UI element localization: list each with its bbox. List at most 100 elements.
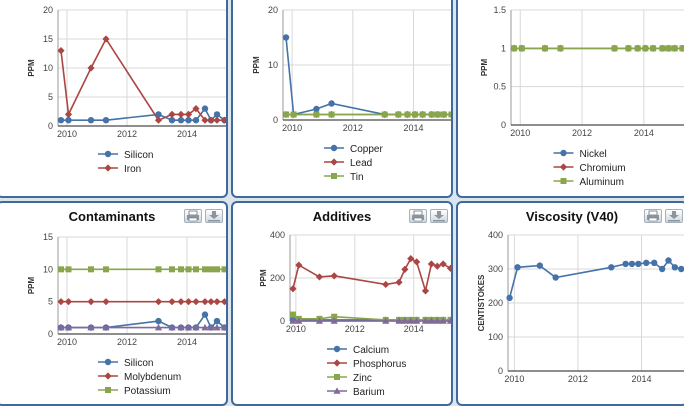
legend-label: Tin bbox=[350, 172, 364, 183]
legend-label: Aluminum bbox=[580, 177, 624, 188]
data-point bbox=[184, 298, 193, 306]
legend-item: Copper bbox=[324, 144, 383, 155]
data-point bbox=[87, 298, 95, 306]
legend-label: Barium bbox=[353, 387, 385, 398]
download-icon bbox=[208, 211, 220, 222]
data-point bbox=[64, 323, 73, 331]
panel-additives: Additives 0 200 400 2010 2012 2014 PPM Calcium P… bbox=[231, 201, 453, 406]
data-point bbox=[401, 317, 409, 324]
legend-marker bbox=[104, 358, 112, 366]
data-point bbox=[201, 105, 209, 112]
data-point bbox=[184, 110, 193, 118]
y-tick-label: 1.5 bbox=[493, 5, 506, 15]
print-button[interactable] bbox=[409, 209, 427, 223]
legend-label: Silicon bbox=[124, 150, 153, 161]
data-point bbox=[220, 116, 226, 124]
legend-marker bbox=[333, 359, 341, 367]
export-button[interactable] bbox=[205, 209, 223, 223]
y-tick-label: 20 bbox=[268, 5, 278, 15]
y-axis-label: PPM bbox=[252, 56, 261, 74]
legend-item: Barium bbox=[327, 387, 385, 398]
legend-marker bbox=[104, 372, 112, 380]
data-point bbox=[102, 298, 110, 306]
data-point bbox=[404, 111, 411, 118]
data-point bbox=[289, 317, 297, 324]
legend-label: Calcium bbox=[353, 345, 389, 356]
data-point bbox=[177, 298, 185, 306]
series-iron bbox=[57, 35, 226, 124]
y-axis-label: PPM bbox=[259, 269, 268, 287]
export-button[interactable] bbox=[430, 209, 448, 223]
panel-viscosity: Viscosity (V40) 0 100 200 300 400 2010 2012 201… bbox=[456, 201, 684, 406]
legend-item: Nickel bbox=[553, 149, 607, 160]
data-point bbox=[154, 298, 163, 306]
data-point bbox=[330, 317, 338, 324]
legend-label: Chromium bbox=[580, 163, 626, 174]
legend-item: Iron bbox=[98, 164, 141, 175]
legend-item: Silicon bbox=[98, 150, 153, 161]
plot-area: 0 5 10 15 2010 2012 2014 PPM bbox=[27, 232, 226, 347]
y-tick-label: 0 bbox=[280, 316, 285, 326]
legend-marker bbox=[105, 387, 111, 393]
data-point bbox=[103, 266, 109, 273]
data-point bbox=[413, 258, 421, 266]
data-point bbox=[679, 45, 684, 52]
data-point bbox=[213, 323, 221, 331]
data-point bbox=[213, 116, 221, 124]
y-tick-label: 400 bbox=[270, 230, 285, 240]
data-point bbox=[220, 323, 226, 331]
data-point bbox=[315, 273, 324, 281]
series-line bbox=[61, 312, 226, 329]
data-point bbox=[439, 260, 447, 268]
y-tick-label: 0 bbox=[498, 366, 503, 376]
data-point bbox=[201, 311, 209, 318]
data-point bbox=[557, 45, 564, 52]
x-tick-label: 2010 bbox=[504, 374, 524, 384]
data-point bbox=[658, 265, 666, 273]
y-tick-label: 10 bbox=[43, 63, 53, 73]
y-axis-label: PPM bbox=[480, 59, 489, 77]
export-button[interactable] bbox=[665, 209, 683, 223]
data-point bbox=[201, 116, 209, 124]
data-point bbox=[413, 317, 421, 324]
data-point bbox=[185, 266, 192, 273]
y-axis-label: CENTISTOKES bbox=[477, 274, 486, 331]
panel-metals-c: 0 0.5 1 1.5 2010 2012 2014 PPM Nickel Chromium Alu… bbox=[456, 0, 684, 198]
legend-label: Copper bbox=[350, 144, 383, 155]
data-point bbox=[433, 262, 441, 270]
chart-metals-b: 0 10 20 2010 2012 2014 PPM Copper Lead Tin bbox=[252, 5, 451, 183]
legend-marker bbox=[334, 374, 340, 380]
legend-item: Tin bbox=[324, 172, 364, 183]
data-point bbox=[282, 34, 290, 41]
print-button[interactable] bbox=[644, 209, 662, 223]
y-tick-label: 5 bbox=[48, 297, 53, 307]
x-tick-label: 2012 bbox=[568, 374, 588, 384]
data-point bbox=[290, 111, 297, 118]
panel-title: Additives bbox=[312, 209, 372, 224]
data-point bbox=[381, 111, 388, 118]
panel-metals-a: 0 5 10 15 20 2010 2012 2014 PPM Silicon Iron bbox=[0, 0, 228, 198]
data-point bbox=[202, 266, 208, 273]
x-tick-label: 2014 bbox=[404, 324, 424, 334]
data-point bbox=[154, 323, 163, 331]
legend-label: Zinc bbox=[353, 373, 372, 384]
series-potassium bbox=[58, 266, 226, 273]
data-point bbox=[395, 317, 403, 324]
data-point bbox=[412, 111, 419, 118]
series-unnamed-3 bbox=[57, 323, 226, 331]
data-point bbox=[427, 317, 435, 324]
x-tick-label: 2012 bbox=[117, 129, 137, 139]
legend-item: Zinc bbox=[327, 373, 372, 384]
series-tin bbox=[283, 111, 451, 118]
data-point bbox=[678, 265, 684, 273]
data-point bbox=[419, 111, 426, 118]
series-line bbox=[285, 37, 451, 116]
y-tick-label: 300 bbox=[488, 264, 503, 274]
plot-area: 0 5 10 15 20 2010 2012 2014 PPM bbox=[27, 5, 226, 139]
y-tick-label: 10 bbox=[268, 60, 278, 70]
data-point bbox=[64, 110, 73, 118]
y-tick-label: 15 bbox=[43, 232, 53, 242]
x-tick-label: 2014 bbox=[634, 128, 654, 138]
data-point bbox=[536, 262, 543, 269]
print-button[interactable] bbox=[184, 209, 202, 223]
